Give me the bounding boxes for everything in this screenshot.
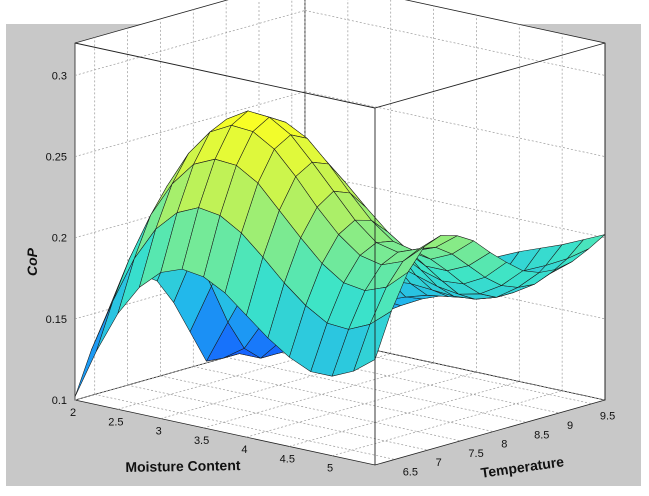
grid-line-y-floor (291, 338, 592, 405)
x-tick-label: 3.5 (194, 435, 209, 447)
grid-line-z-back (304, 172, 606, 239)
grid-line-y-floor (160, 375, 461, 442)
x-tick-label: 2 (70, 407, 76, 419)
z-tick-label: 0.2 (52, 233, 67, 245)
x-axis-label: Moisture Content (125, 457, 241, 475)
grid-line-z-back (304, 334, 606, 401)
y-tick-label: 9.5 (600, 411, 615, 423)
grid-line-y-floor (226, 356, 527, 423)
box-edges (74, 42, 606, 465)
x-tick-label: 4.5 (280, 453, 295, 465)
grid-line-z-back (304, 10, 606, 76)
surface-patch (353, 310, 392, 372)
z-tick-label: 0.15 (46, 314, 67, 326)
tick-labels: 2 2.5 3 3.5 4 4.5 5 6.5 7 7.5 8 8.5 9 9.5 0.1 0.15 0.2 0.… (46, 71, 616, 479)
z-tick-label: 0.25 (46, 152, 67, 164)
grid-line-z-back (304, 91, 606, 157)
grid-line-y-floor (94, 394, 395, 460)
y-tick-label: 8.5 (534, 429, 549, 441)
surface-mesh (74, 110, 606, 398)
y-tick-label: 6.5 (403, 466, 418, 478)
y-tick-label: 9 (567, 420, 573, 432)
grid-line-y-floor (193, 366, 494, 432)
x-tick-label: 2.5 (108, 416, 123, 428)
grid (74, 0, 606, 460)
x-tick-label: 3 (156, 426, 162, 438)
grid-line-y-floor (127, 384, 428, 451)
y-tick-label: 7.5 (468, 448, 483, 460)
grid-line-y-floor (258, 347, 560, 414)
y-tick-label: 7 (436, 457, 442, 469)
x-tick-label: 4 (241, 444, 247, 456)
y-tick-label: 8 (501, 439, 507, 451)
z-axis-label: CoP (24, 247, 40, 276)
z-tick-label: 0.1 (52, 395, 67, 407)
z-tick-label: 0.3 (52, 71, 67, 83)
box-edge-top-right (374, 42, 606, 109)
box-edge-top-front (74, 42, 376, 109)
x-tick-label: 5 (327, 463, 333, 475)
